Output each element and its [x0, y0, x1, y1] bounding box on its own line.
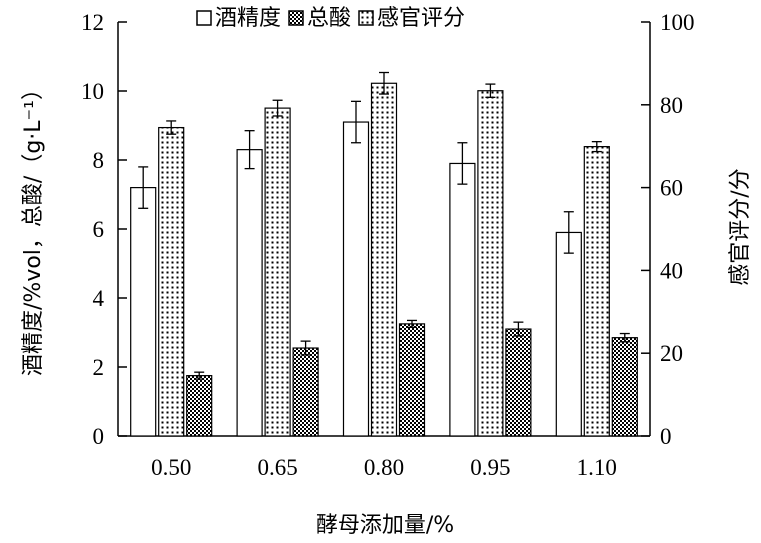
bars-group	[130, 71, 638, 437]
bar-dots	[583, 146, 610, 437]
bar-white	[342, 121, 370, 437]
left-tick-label: 4	[93, 286, 105, 311]
bar-white	[555, 231, 582, 437]
legend: 酒精度 总酸 感官评分	[196, 6, 465, 31]
right-tick-label: 20	[660, 341, 683, 366]
left-axis-title: 酒精度/%vol，总酸/（g·L⁻¹）	[21, 78, 46, 376]
bar-checker	[292, 347, 319, 437]
legend-swatch-checker	[288, 10, 304, 26]
right-tick-label: 40	[660, 258, 683, 283]
legend-label: 感官评分	[377, 6, 465, 31]
right-tick-label: 60	[660, 176, 683, 201]
legend-label: 总酸	[307, 6, 351, 31]
bar-checker	[398, 323, 426, 437]
right-tick-label: 100	[660, 10, 695, 35]
left-tick-label: 6	[93, 217, 105, 242]
x-tick-label: 0.80	[364, 455, 404, 480]
x-tick-label: 0.65	[257, 455, 297, 480]
right-axis-title: 感官评分/分	[728, 168, 753, 285]
bar-checker	[186, 375, 213, 437]
left-tick-label: 0	[93, 424, 105, 449]
left-tick-label: 10	[81, 79, 104, 104]
x-tick-label: 1.10	[577, 455, 617, 480]
x-tick-label: 0.50	[151, 455, 191, 480]
bar-dots	[477, 90, 504, 437]
right-tick-label: 0	[660, 424, 672, 449]
left-tick-label: 2	[93, 355, 105, 380]
bar-checker	[505, 328, 532, 437]
bar-white	[236, 149, 263, 437]
bar-white	[130, 187, 157, 437]
bar-dots	[264, 107, 291, 437]
x-axis-title: 酵母添加量/%	[316, 513, 454, 538]
legend-label: 酒精度	[215, 6, 281, 31]
axes: 0 2 4 6 8 10 12 0 20 40 60 80 100 0.50 0.65 0.80 0.95 1.1…	[81, 10, 695, 480]
legend-swatch-white	[196, 10, 212, 26]
bar-checker	[611, 337, 638, 437]
legend-swatch-dots	[358, 10, 374, 26]
right-tick-label: 80	[660, 93, 683, 118]
left-tick-label: 8	[93, 148, 105, 173]
bar-white	[449, 162, 476, 437]
left-tick-label: 12	[81, 10, 104, 35]
bar-dots	[370, 82, 398, 437]
x-tick-label: 0.95	[470, 455, 510, 480]
bar-dots	[158, 126, 185, 437]
